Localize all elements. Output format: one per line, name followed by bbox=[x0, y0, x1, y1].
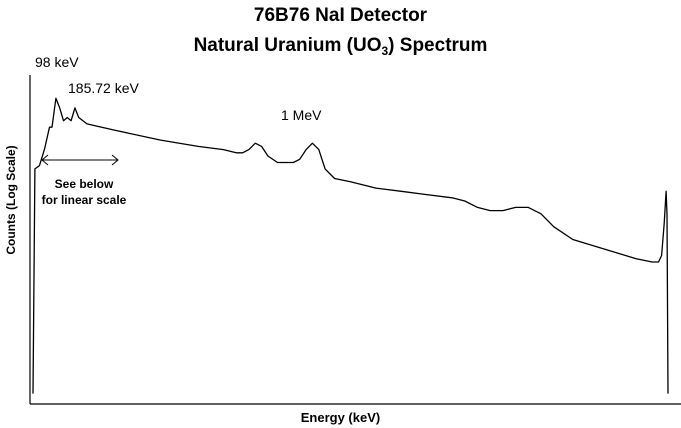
annotation-98kev: 98 keV bbox=[35, 54, 79, 70]
linear-scale-note: See below for linear scale bbox=[36, 176, 132, 208]
subtitle-text-post: ) Spectrum bbox=[388, 35, 488, 56]
note-line-1: See below bbox=[54, 177, 114, 191]
annotation-1mev: 1 MeV bbox=[281, 107, 322, 123]
y-axis-label: Counts (Log Scale) bbox=[4, 145, 18, 255]
annotation-185kev: 185.72 keV bbox=[68, 80, 139, 96]
note-line-2: for linear scale bbox=[41, 193, 127, 207]
subtitle-text-pre: Natural Uranium (UO bbox=[193, 35, 382, 56]
chart-title: 76B76 NaI Detector bbox=[253, 5, 428, 26]
chart-subtitle: Natural Uranium (UO3) Spectrum bbox=[0, 35, 681, 57]
x-axis-label: Energy (keV) bbox=[300, 410, 381, 425]
series-line-0 bbox=[32, 97, 669, 394]
subtitle-subscript: 3 bbox=[381, 44, 389, 58]
note-arrow bbox=[41, 154, 119, 166]
